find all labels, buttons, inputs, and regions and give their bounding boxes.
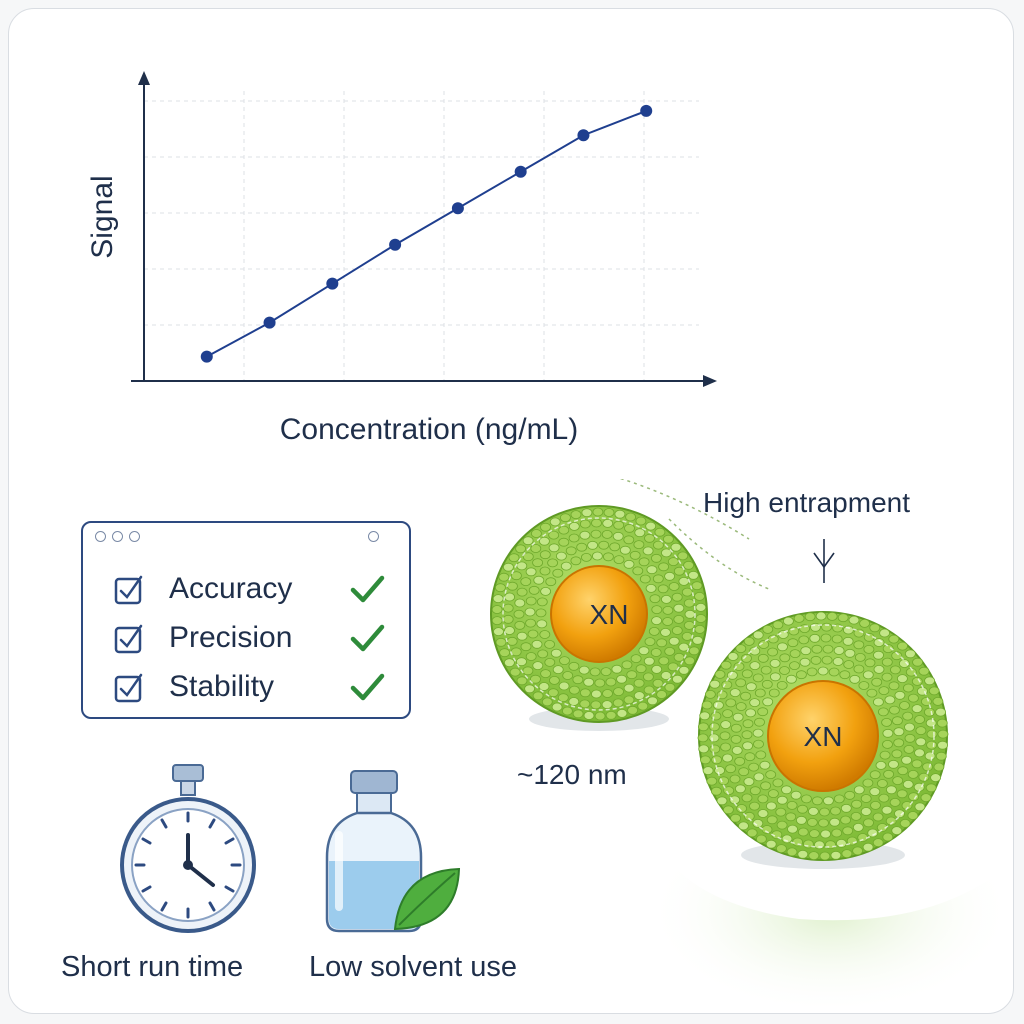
figure-card: Signal Concentration (ng/mL) Accuracy Pr… (8, 8, 1014, 1014)
checklist-label: Precision (169, 621, 293, 654)
y-axis-label: Signal (86, 175, 119, 259)
checkbox-checked-icon (114, 575, 143, 605)
window-dot-right (368, 531, 379, 542)
y-axis-arrow (138, 71, 150, 85)
size-label: ~120 nm (517, 759, 627, 790)
solvent-bottle-icon (325, 770, 461, 933)
run-time-label: Short run time (61, 951, 244, 983)
checklist-row-precision: Precision (113, 620, 385, 656)
data-point (577, 129, 590, 142)
window-dots (95, 531, 140, 542)
nanoparticle-illustration (490, 479, 1013, 1013)
data-point (389, 238, 402, 251)
drug-core (767, 680, 879, 792)
checkbox-checked-icon (114, 673, 143, 703)
green-check-icon (350, 624, 385, 652)
calibration-series (200, 104, 653, 363)
green-check-icon (350, 673, 385, 701)
checklist-label: Accuracy (169, 572, 293, 605)
x-axis-arrow (703, 375, 717, 387)
data-point (451, 202, 464, 215)
solvent-label: Low solvent use (309, 951, 517, 983)
entrapment-label: High entrapment (703, 487, 911, 518)
checklist-row-stability: Stability (113, 669, 385, 705)
leader-line (668, 518, 770, 590)
nanoparticle-2 (697, 611, 949, 861)
chart-grid (144, 91, 699, 381)
checklist-label: Stability (169, 670, 275, 703)
series-line (206, 109, 647, 358)
leaf-icon (393, 867, 461, 931)
background-glow (646, 809, 1013, 1013)
arrow-down-icon (813, 539, 835, 583)
core-label-1: XN (589, 599, 629, 630)
checklist-row-accuracy: Accuracy (113, 571, 385, 607)
nanoparticle-1 (490, 505, 708, 723)
data-point (200, 350, 213, 363)
checkbox-checked-icon (114, 624, 143, 654)
data-point (263, 316, 276, 329)
data-point (640, 104, 653, 117)
drug-core (550, 565, 648, 663)
stopwatch-icon (120, 764, 256, 933)
green-check-icon (350, 575, 385, 603)
leader-line (619, 479, 750, 540)
calibration-chart (131, 71, 717, 387)
data-point (514, 165, 527, 178)
validation-panel: Accuracy Precision Stability (81, 521, 411, 719)
core-label-2: XN (803, 721, 843, 752)
data-point (326, 277, 339, 290)
x-axis-label: Concentration (ng/mL) (279, 413, 579, 446)
